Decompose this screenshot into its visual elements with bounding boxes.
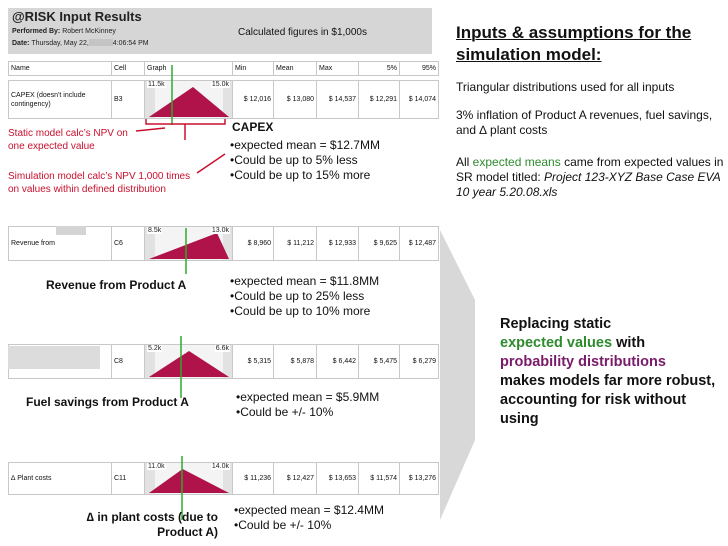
fuel-label: Fuel savings from Product A bbox=[26, 395, 189, 409]
sim-npv-note: Simulation model calc’s NPV 1,000 times … bbox=[8, 171, 191, 195]
row-graph: 11.0k 14.0k bbox=[144, 462, 233, 495]
col-graph: Graph bbox=[144, 61, 233, 76]
row-min: $ 12,016 bbox=[232, 80, 274, 119]
capex-range-bracket bbox=[145, 119, 226, 125]
graph-left-label: 8.5k bbox=[147, 227, 163, 234]
row-cell: C8 bbox=[111, 344, 145, 379]
report-header bbox=[8, 8, 432, 54]
table-row: ∆ Plant costs C11 11.0k 14.0k $ 11,236 $ 12,4… bbox=[8, 462, 439, 495]
tail-band-right bbox=[223, 463, 232, 494]
tail-band-left bbox=[145, 345, 155, 378]
row-cell: C6 bbox=[111, 226, 145, 261]
distribution-graph: 11.0k 14.0k bbox=[145, 463, 232, 494]
triangle-shape bbox=[149, 233, 229, 259]
plant-bullets: •expected mean = $12.4MM •Could be +/- 1… bbox=[234, 503, 384, 532]
static-npv-note: Static model calc’s NPV on one expected … bbox=[8, 128, 128, 152]
row-graph: 11.5k 15.0k bbox=[144, 80, 233, 119]
row-mean: $ 12,427 bbox=[273, 462, 317, 495]
distribution-graph: 11.5k 15.0k bbox=[145, 81, 232, 118]
tail-band-left bbox=[145, 227, 155, 260]
triangle-distribution bbox=[145, 227, 232, 260]
assumptions-title: Inputs & assumptions for the simulation … bbox=[456, 23, 692, 64]
triangle-distribution bbox=[145, 81, 232, 118]
tail-band-right bbox=[223, 227, 232, 260]
sim-npv-pointer bbox=[196, 153, 226, 174]
row-graph: 5.2k 6.6k bbox=[144, 344, 233, 379]
tail-band-right bbox=[223, 345, 232, 378]
graph-left-label: 5.2k bbox=[147, 345, 163, 352]
row-name: ∆ Plant costs bbox=[8, 462, 112, 495]
col-p95: 95% bbox=[399, 61, 439, 76]
distribution-graph: 5.2k 6.6k bbox=[145, 345, 232, 378]
table-row: Revenue from C6 8.5k 13.0k $ 8,960 $ 11,212 $ … bbox=[8, 226, 439, 261]
flow-arrow bbox=[440, 230, 475, 520]
tail-band-left bbox=[145, 81, 155, 118]
graph-right-label: 13.0k bbox=[210, 227, 230, 234]
column-header-row: Name Cell Graph Min Mean Max 5% 95% bbox=[8, 61, 439, 76]
fuel-bullets: •expected mean = $5.9MM •Could be +/- 10… bbox=[236, 390, 380, 419]
row-p95: $ 6,279 bbox=[399, 344, 439, 379]
table-row: CAPEX (doesn't include contingency) B3 11.… bbox=[8, 80, 439, 119]
report-title: @RISK Input Results bbox=[12, 9, 142, 24]
redacted-year bbox=[88, 39, 113, 46]
row-name: CAPEX (doesn't include contingency) bbox=[8, 80, 112, 119]
cost-savings-name-highlight bbox=[8, 346, 100, 369]
row-p5: $ 9,625 bbox=[358, 226, 400, 261]
revenue-label: Revenue from Product A bbox=[46, 278, 187, 292]
graph-left-label: 11.0k bbox=[147, 463, 166, 470]
triangle-distribution bbox=[145, 345, 232, 378]
row-mean: $ 13,080 bbox=[273, 80, 317, 119]
conclusion-text: Replacing static expected values with pr… bbox=[500, 316, 716, 427]
row-mean: $ 5,878 bbox=[273, 344, 317, 379]
currency-note: Calculated figures in $1,000s bbox=[238, 27, 367, 38]
row-mean: $ 11,212 bbox=[273, 226, 317, 261]
redacted-product bbox=[56, 226, 86, 235]
assumption-distributions: Triangular distributions used for all in… bbox=[456, 80, 675, 94]
row-max: $ 6,442 bbox=[316, 344, 359, 379]
capex-bullets: •expected mean = $12.7MM •Could be up to… bbox=[230, 138, 380, 182]
row-max: $ 12,933 bbox=[316, 226, 359, 261]
graph-right-label: 14.0k bbox=[210, 463, 230, 470]
row-min: $ 8,960 bbox=[232, 226, 274, 261]
col-mean: Mean bbox=[273, 61, 317, 76]
col-name: Name bbox=[8, 61, 112, 76]
graph-left-label: 11.5k bbox=[147, 81, 166, 88]
revenue-bullets: •expected mean = $11.8MM •Could be up to… bbox=[230, 274, 380, 318]
triangle-shape bbox=[149, 469, 229, 493]
triangle-shape bbox=[149, 351, 229, 377]
static-npv-pointer bbox=[135, 127, 166, 132]
row-max: $ 13,653 bbox=[316, 462, 359, 495]
row-p95: $ 13,276 bbox=[399, 462, 439, 495]
row-min: $ 11,236 bbox=[232, 462, 274, 495]
col-max: Max bbox=[316, 61, 359, 76]
performed-by: Performed By: Robert McKinney bbox=[12, 28, 116, 35]
distribution-graph: 8.5k 13.0k bbox=[145, 227, 232, 260]
row-graph: 8.5k 13.0k bbox=[144, 226, 233, 261]
tail-band-right bbox=[223, 81, 232, 118]
row-p95: $ 12,487 bbox=[399, 226, 439, 261]
row-p95: $ 14,074 bbox=[399, 80, 439, 119]
report-date: Date: Thursday, May 22, 4:06:54 PM bbox=[12, 39, 149, 47]
col-cell: Cell bbox=[111, 61, 145, 76]
assumption-inflation: 3% inflation of Product A revenues, fuel… bbox=[456, 108, 713, 137]
assumption-source: All expected means came from expected va… bbox=[456, 155, 724, 199]
tail-band-left bbox=[145, 463, 155, 494]
plant-label: ∆ in plant costs (due to Product A) bbox=[86, 510, 218, 539]
graph-right-label: 15.0k bbox=[210, 81, 230, 88]
triangle-shape bbox=[149, 87, 229, 117]
capex-heading: CAPEX bbox=[232, 120, 274, 134]
triangle-distribution bbox=[145, 463, 232, 494]
row-max: $ 14,537 bbox=[316, 80, 359, 119]
graph-right-label: 6.6k bbox=[214, 345, 230, 352]
